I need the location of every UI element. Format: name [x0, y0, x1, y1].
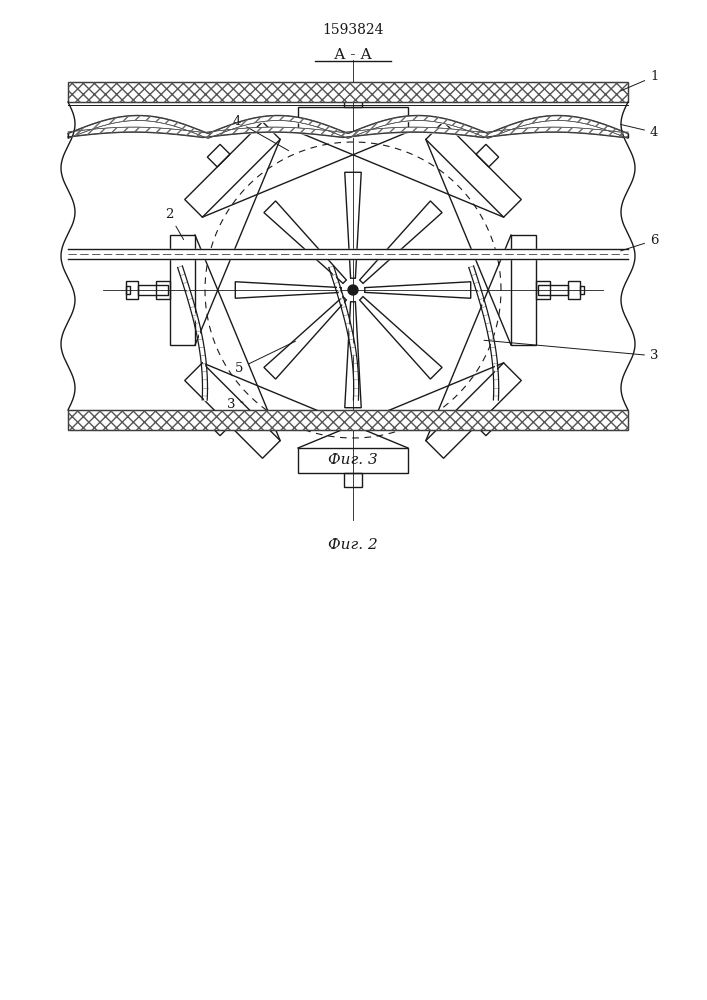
Bar [68, 82, 628, 102]
Bar [568, 281, 580, 299]
Bar [126, 286, 130, 294]
Text: Фиг. 3: Фиг. 3 [328, 453, 378, 467]
Text: 4: 4 [233, 115, 288, 151]
Text: 2: 2 [165, 208, 184, 240]
Text: 3: 3 [227, 398, 243, 411]
Bar [126, 281, 138, 299]
Text: 5: 5 [235, 341, 296, 375]
Text: А - А: А - А [334, 48, 372, 62]
Text: 1593824: 1593824 [322, 23, 384, 37]
Text: 4: 4 [621, 124, 658, 139]
Text: Фиг. 2: Фиг. 2 [328, 538, 378, 552]
Text: 6: 6 [621, 234, 658, 251]
Bar [580, 286, 584, 294]
Text: 3: 3 [484, 340, 658, 362]
Bar [68, 82, 628, 102]
Bar [68, 410, 628, 430]
Bar [138, 285, 168, 295]
Bar [538, 285, 568, 295]
Text: 1: 1 [621, 70, 658, 91]
Bar [68, 410, 628, 430]
Circle shape [348, 285, 358, 295]
